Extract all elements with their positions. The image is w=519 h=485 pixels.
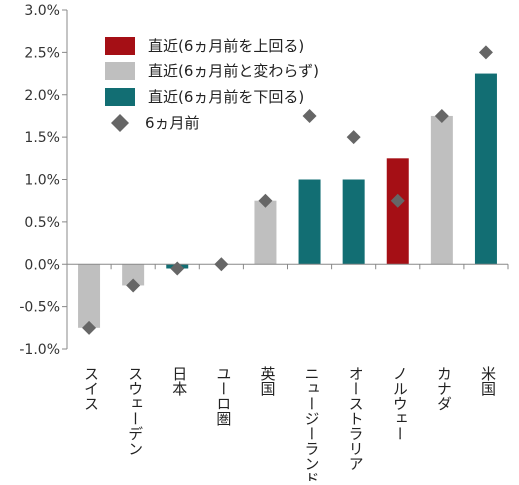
- legend-label: 6ヵ月前: [145, 114, 200, 132]
- bar: [78, 264, 100, 328]
- y-tick-label: 1.0%: [24, 173, 60, 189]
- marker-diamond: [170, 261, 184, 275]
- legend-marker-diamond: [111, 114, 129, 132]
- x-category-label: ノルウェー: [391, 366, 409, 441]
- x-category-label: 米国: [479, 366, 497, 396]
- y-tick-label: 3.0%: [24, 3, 60, 19]
- bar: [254, 201, 276, 265]
- bar: [299, 180, 321, 265]
- y-tick-label: 2.0%: [24, 88, 60, 104]
- bars: [78, 74, 497, 328]
- x-category-label: スイス: [82, 366, 100, 411]
- legend: 直近(6ヵ月前を上回る) 直近(6ヵ月前と変わらず) 直近(6ヵ月前を下回る) 6ヵ月…: [105, 37, 319, 132]
- marker-diamond: [303, 109, 317, 123]
- x-category-label: ニュージーランド: [303, 366, 321, 481]
- y-tick-label: -1.0%: [19, 342, 60, 358]
- bar: [431, 116, 453, 264]
- bar: [475, 74, 497, 265]
- x-category-label: 日本: [170, 366, 188, 396]
- legend-swatch: [105, 88, 135, 106]
- y-tick-label: 0.5%: [24, 215, 60, 231]
- legend-label: 直近(6ヵ月前を上回る): [148, 37, 304, 55]
- legend-label: 直近(6ヵ月前を下回る): [148, 88, 304, 106]
- y-tick-label: 1.5%: [24, 130, 60, 146]
- bar: [387, 158, 409, 264]
- x-category-label: ユーロ圏: [214, 366, 232, 426]
- legend-label: 直近(6ヵ月前と変わらず): [148, 62, 319, 80]
- marker-diamond: [214, 257, 228, 271]
- x-category-label: オーストラリア: [347, 366, 365, 471]
- y-tick-label: 2.5%: [24, 45, 60, 61]
- marker-diamond: [479, 45, 493, 59]
- x-category-label: 英国: [258, 365, 276, 396]
- y-axis: -1.0% -0.5% 0.0% 0.5% 1.0% 1.5% 2.0% 2.5% 3.0%: [19, 3, 67, 358]
- y-tick-label: 0.0%: [24, 257, 60, 273]
- x-axis-labels: スイス スウェーデン 日本 ユーロ圏 英国 ニュージーランド オーストラリア ノルウェー カナダ…: [82, 365, 497, 481]
- legend-swatch: [105, 62, 135, 80]
- x-category-label: カナダ: [435, 366, 453, 411]
- x-category-label: スウェーデン: [126, 366, 144, 456]
- marker-diamond: [347, 130, 361, 144]
- legend-swatch: [105, 37, 135, 55]
- y-tick-label: -0.5%: [19, 300, 60, 316]
- bar: [343, 180, 365, 265]
